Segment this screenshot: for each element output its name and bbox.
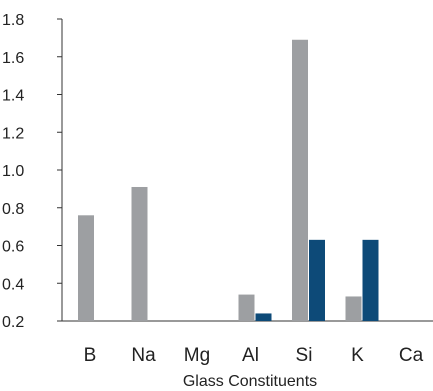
bar-k-series-1 — [345, 296, 362, 321]
bar-si-series-2 — [309, 239, 325, 321]
y-tick-label: 0.2 — [2, 314, 24, 331]
category-labels: B Na Mg Al Si K Ca — [84, 345, 424, 366]
y-tick-label: 1.4 — [2, 88, 24, 105]
bar-si-series-1 — [292, 39, 308, 321]
bar-b-series-1 — [78, 215, 94, 321]
x-tick-label: B — [84, 345, 97, 366]
x-tick-label: Al — [242, 345, 259, 366]
y-tick-label: 1.2 — [2, 125, 24, 142]
y-tick-label: 0.8 — [2, 201, 24, 218]
bar-k-series-2 — [362, 239, 379, 321]
y-tick-label: 1.6 — [2, 50, 24, 67]
x-tick-label: Ca — [399, 345, 424, 366]
y-tick-label: 0.4 — [2, 276, 24, 293]
x-tick-label: Mg — [184, 345, 210, 366]
y-tick-label: 1.0 — [2, 163, 24, 180]
y-tick-label: 0.6 — [2, 239, 24, 256]
bar-al-series-2 — [255, 313, 272, 321]
y-axis: 1.8 1.6 1.4 1.2 1.0 0.8 0.6 0.4 0.2 — [2, 12, 63, 331]
bars — [78, 39, 379, 321]
x-tick-label: Si — [296, 345, 313, 366]
x-tick-label: K — [351, 345, 364, 366]
x-axis-title: Glass Constituents — [183, 373, 317, 390]
x-tick-label: Na — [131, 345, 156, 366]
bar-na-series-1 — [131, 186, 148, 321]
bar-al-series-1 — [238, 294, 255, 321]
y-tick-label: 1.8 — [2, 12, 24, 29]
